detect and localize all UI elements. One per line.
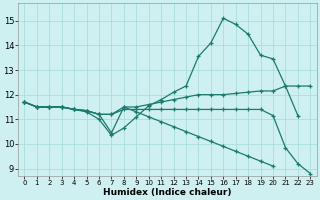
- X-axis label: Humidex (Indice chaleur): Humidex (Indice chaleur): [103, 188, 232, 197]
